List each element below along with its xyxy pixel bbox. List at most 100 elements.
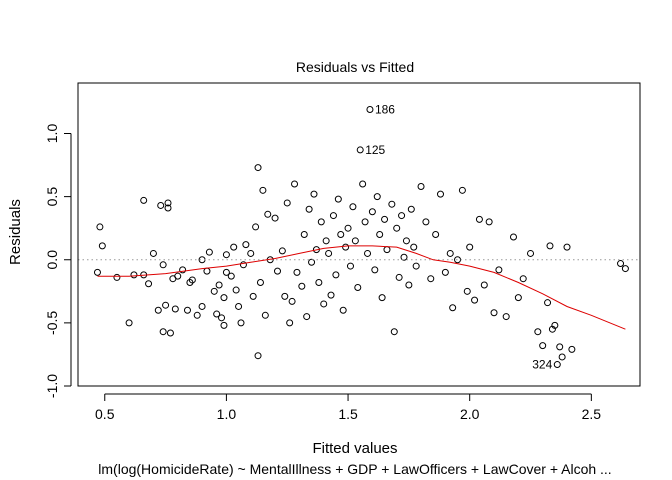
data-point [325,249,333,257]
data-point [154,306,162,314]
data-point [222,251,230,259]
data-point [93,268,101,276]
data-point [162,301,170,309]
data-point [519,275,527,283]
data-point [485,218,493,226]
data-point [368,208,376,216]
data-points [93,106,629,369]
data-point [317,218,325,226]
data-point [568,345,576,353]
x-tick-label: 2.0 [460,406,480,422]
data-point [308,258,316,266]
data-point [145,280,153,288]
data-point [159,328,167,336]
outlier-labels: 186 125 324 [365,103,552,372]
data-point [254,164,262,172]
outlier-label: 324 [532,358,552,372]
data-point [291,180,299,188]
data-point [417,183,425,191]
data-point [339,306,347,314]
data-point [495,266,503,274]
data-point [366,106,374,114]
data-point [480,281,488,289]
data-point [556,343,564,351]
data-point [454,256,462,264]
data-point [281,292,289,300]
data-point [364,249,372,257]
data-point [179,266,187,274]
data-point [527,249,535,257]
data-point [140,196,148,204]
data-point [509,233,517,241]
data-point [371,266,379,274]
data-point [130,271,138,279]
data-point [271,214,279,222]
data-point [376,231,384,238]
data-point [621,265,629,273]
data-point [113,273,121,281]
data-point [283,199,291,207]
data-point [356,146,364,154]
data-point [218,314,226,322]
data-point [264,210,272,218]
data-point [254,352,262,360]
data-point [273,267,281,275]
data-point [310,190,318,198]
data-point [337,231,345,238]
smooth-trend-line [97,245,626,330]
data-point [159,261,167,269]
x-tick-label: 1.0 [217,406,237,422]
data-point [227,272,235,280]
data-point [96,223,104,231]
data-point [412,262,420,270]
x-axis-label: Fitted values [312,440,397,457]
data-point [242,241,250,249]
data-point [441,268,449,276]
data-point [222,268,230,276]
data-point [388,200,396,208]
y-tick-label: -1.0 [44,374,60,398]
data-point [232,286,240,294]
data-point [553,361,561,369]
data-point [300,231,308,238]
data-point [393,224,401,232]
data-point [210,287,218,295]
data-point [164,199,172,207]
outlier-label: 186 [375,103,395,117]
data-point [344,224,352,232]
data-point [405,281,413,289]
model-formula-caption: lm(log(HomicideRate) ~ MentalIllness + G… [98,461,611,477]
y-axis: -1.0 -0.5 0.0 0.5 1.0 [44,124,72,398]
x-tick-label: 0.5 [95,406,115,422]
data-point [157,201,165,209]
data-point [446,249,454,257]
data-point [427,275,435,283]
data-point [402,237,410,245]
outlier-label: 125 [365,143,385,157]
data-point [183,306,191,314]
data-point [249,292,257,300]
data-point [544,299,552,307]
data-point [432,231,440,238]
y-tick-label: 1.0 [44,124,60,144]
data-point [235,302,243,310]
plot-frame [77,82,641,387]
data-point [351,237,359,245]
data-point [98,242,106,250]
data-point [286,319,294,327]
data-point [359,180,367,188]
data-point [342,243,350,251]
data-point [164,204,172,212]
data-point [400,253,408,261]
data-point [539,342,547,350]
data-point [252,223,260,231]
data-point [193,311,201,319]
data-point [247,249,255,257]
data-point [327,291,335,299]
data-point [237,319,245,327]
data-point [361,218,369,226]
data-point [334,195,342,203]
data-point [288,297,296,305]
data-point [171,305,179,313]
